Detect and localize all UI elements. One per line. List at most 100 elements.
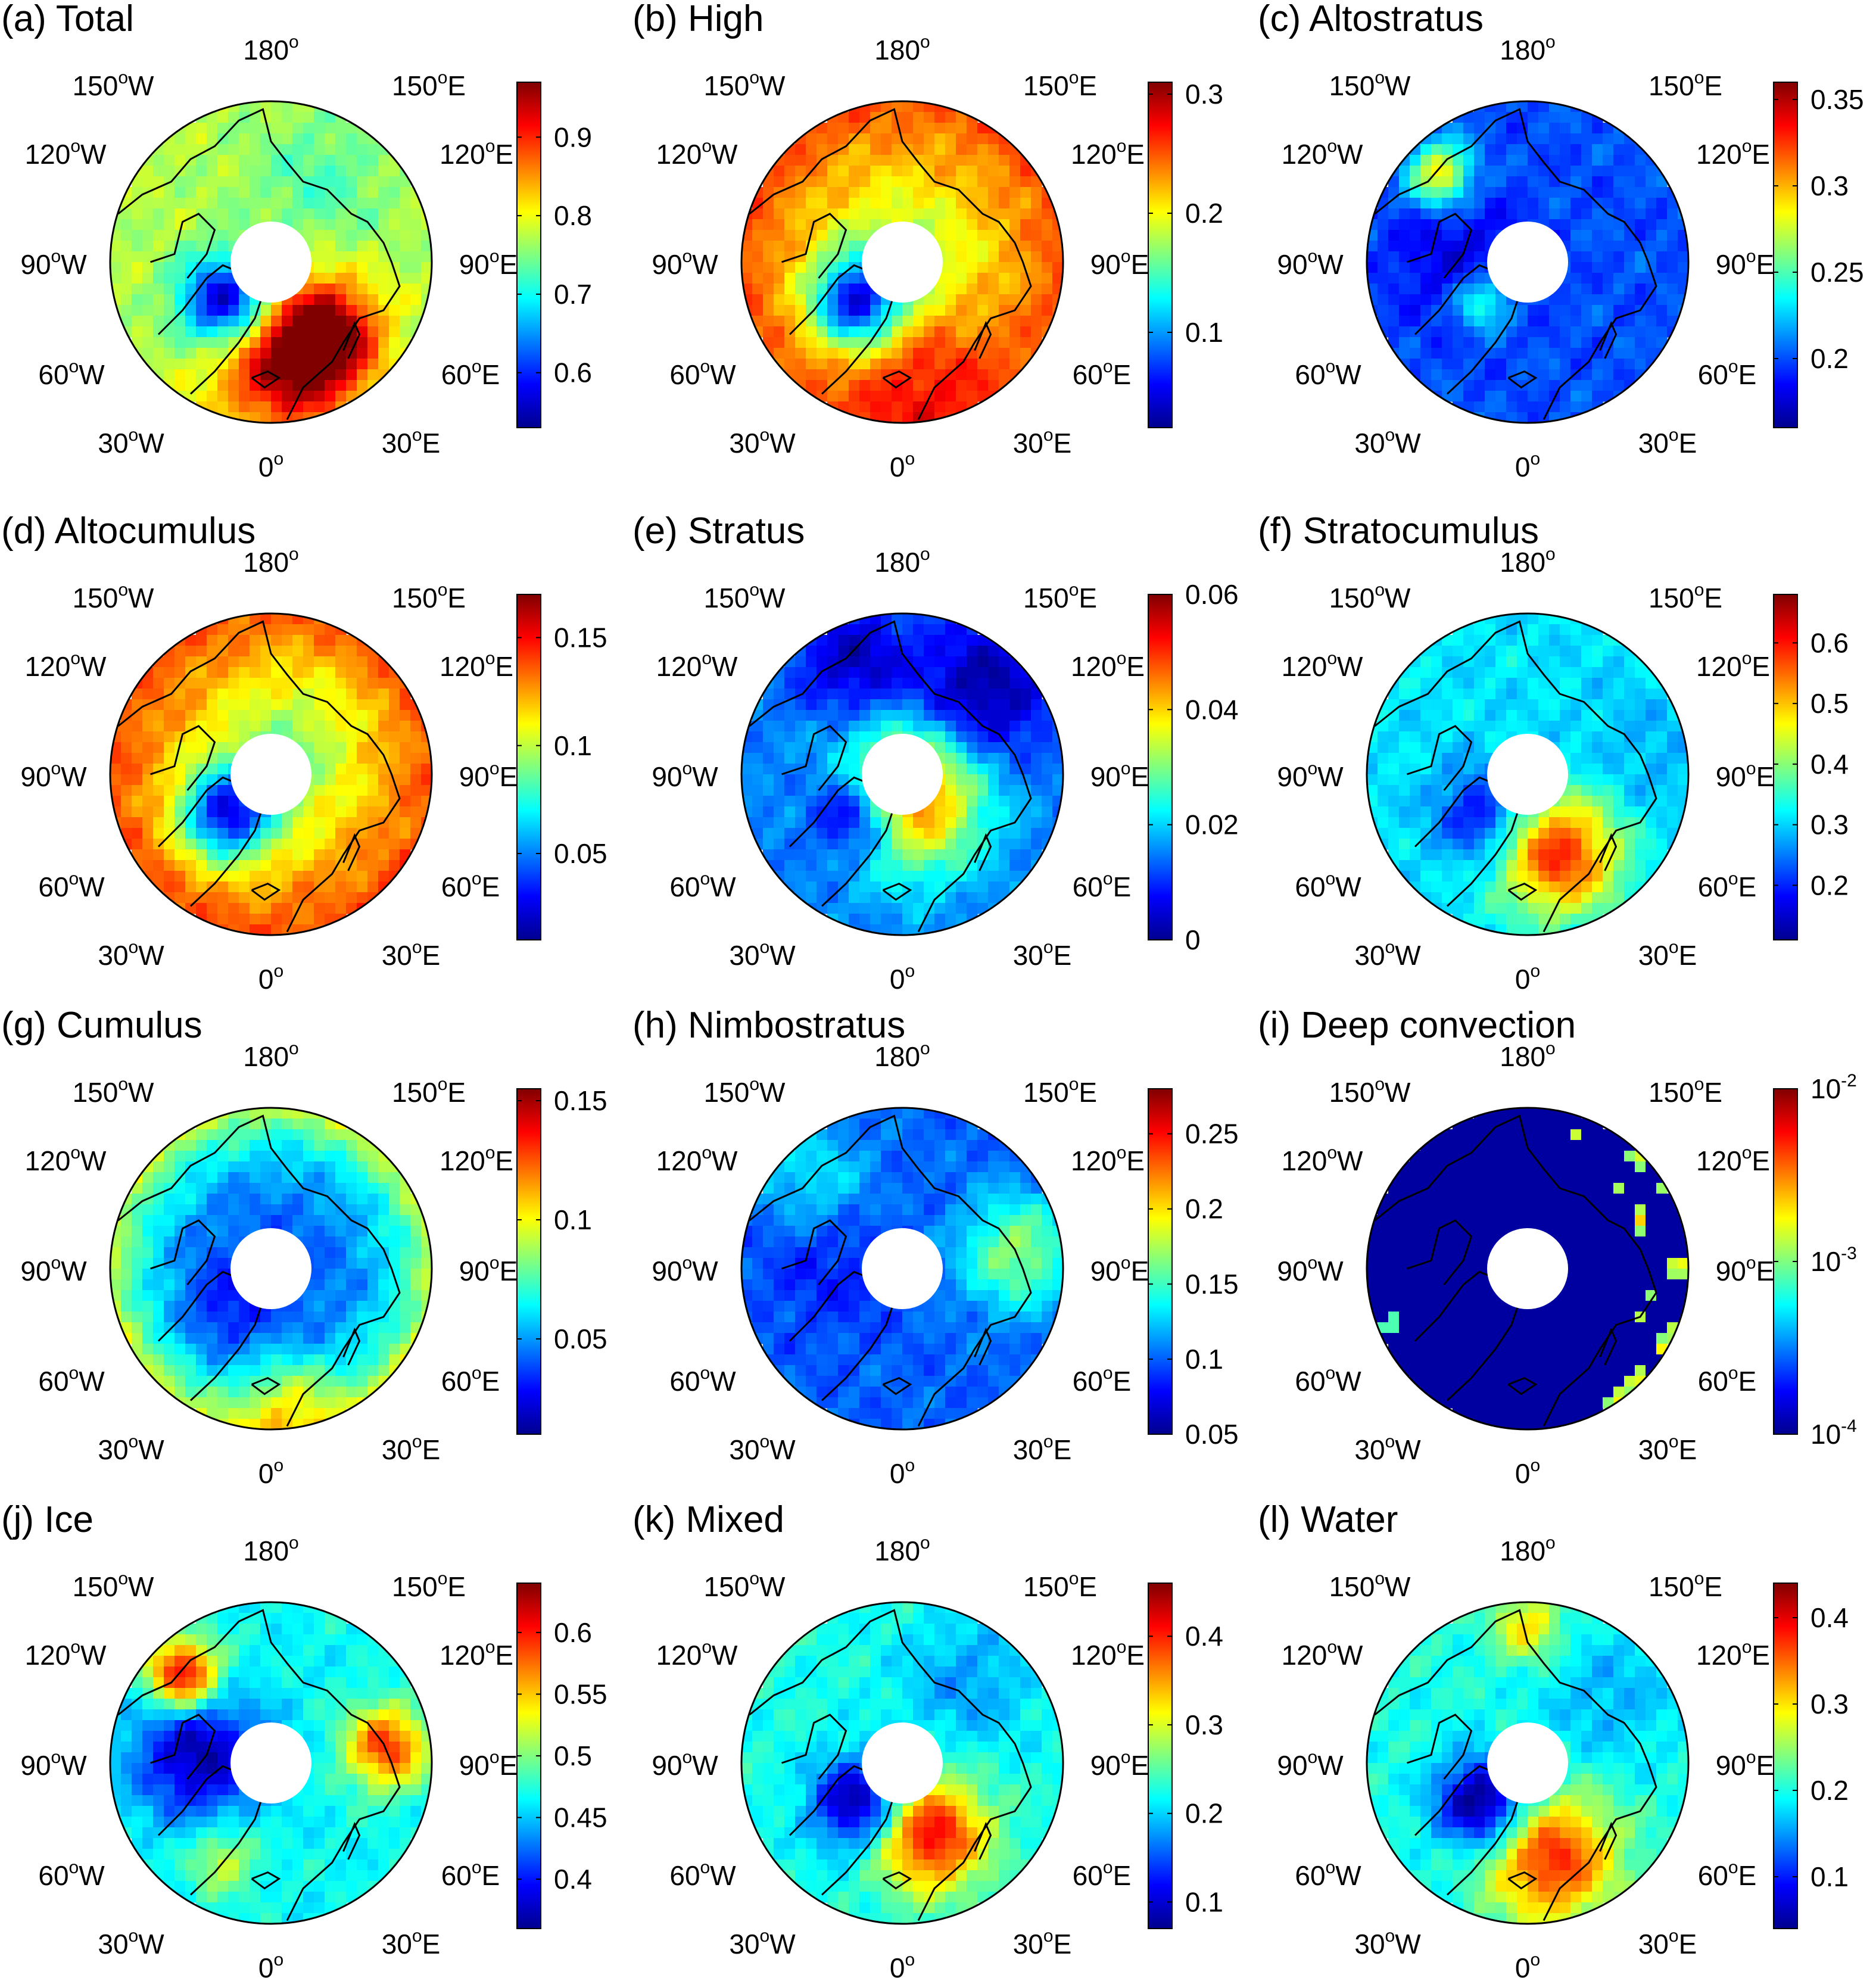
field-cell [1613, 860, 1625, 871]
field-cell [1378, 284, 1389, 295]
field-cell [999, 369, 1010, 381]
field-cell [1667, 764, 1678, 775]
field-cell [1388, 817, 1400, 828]
field-cell [410, 1215, 422, 1226]
field-cell [142, 241, 154, 252]
field-cell [1592, 646, 1603, 657]
field-cell [217, 689, 229, 700]
field-cell [1431, 721, 1442, 732]
field-cell [881, 871, 892, 882]
field-cell [977, 133, 989, 145]
longitude-label: 150oW [1329, 68, 1411, 101]
field-cell [239, 166, 250, 177]
field-cell [357, 144, 368, 155]
field-cell [1613, 284, 1625, 295]
field-cell [335, 1183, 347, 1194]
field-cell [924, 817, 935, 828]
field-cell [1592, 187, 1603, 198]
field-cell [999, 262, 1010, 273]
field-cell [1581, 785, 1593, 796]
field-cell [827, 337, 839, 348]
field-cell [325, 284, 336, 295]
field-cell [142, 710, 154, 721]
field-cell [892, 369, 903, 381]
field-cell [346, 251, 357, 263]
field-cell [1592, 881, 1603, 893]
field-cell [378, 1161, 389, 1173]
field-cell [774, 241, 785, 252]
field-cell [1549, 380, 1560, 391]
colorbar [1773, 594, 1798, 940]
field-cell [988, 155, 999, 166]
field-cell [1656, 326, 1668, 338]
field-cell [1517, 924, 1528, 935]
field-cell [153, 273, 164, 284]
field-cell [292, 1183, 304, 1194]
field-cell [1453, 187, 1464, 198]
field-cell [1485, 176, 1496, 188]
field-cell [1646, 348, 1657, 359]
field-cell [859, 391, 871, 402]
field-cell [314, 667, 325, 678]
field-cell [934, 656, 946, 668]
field-cell [913, 401, 924, 413]
field-cell [239, 133, 250, 145]
field-cell [185, 380, 197, 391]
field-cell [1410, 176, 1421, 188]
field-cell [1453, 849, 1464, 861]
field-cell [1378, 731, 1389, 743]
field-cell [217, 796, 229, 807]
field-cell [239, 294, 250, 306]
field-cell [1378, 774, 1389, 786]
field-cell [838, 187, 849, 198]
field-cell [250, 1151, 261, 1162]
field-cell [142, 1215, 154, 1226]
field-cell [367, 1215, 379, 1226]
field-cell [1560, 721, 1571, 732]
field-cell [1506, 613, 1517, 625]
field-cell [228, 892, 239, 904]
field-cell [314, 294, 325, 306]
field-cell [1517, 326, 1528, 338]
field-cell [185, 144, 197, 155]
field-cell [827, 348, 839, 359]
field-cell [378, 359, 389, 370]
field-cell [303, 284, 314, 295]
field-cell [1506, 678, 1517, 689]
field-cell [1624, 262, 1635, 273]
field-cell [346, 1183, 357, 1194]
field-cell [1474, 198, 1485, 209]
field-cell [346, 881, 357, 893]
field-cell [956, 166, 967, 177]
longitude-label: 150oW [73, 580, 154, 613]
field-cell [314, 699, 325, 711]
field-cell [806, 133, 817, 145]
field-cell [196, 1161, 207, 1173]
field-cell [1613, 774, 1625, 786]
field-cell [239, 817, 250, 828]
field-cell [335, 635, 347, 646]
field-cell [1635, 316, 1646, 327]
field-cell [335, 187, 347, 198]
field-cell [325, 892, 336, 904]
field-cell [924, 839, 935, 850]
field-cell [1442, 656, 1453, 668]
field-cell [303, 1204, 314, 1216]
field-cell [196, 359, 207, 370]
field-cell [1474, 774, 1485, 786]
field-cell [1495, 316, 1507, 327]
field-cell [1656, 316, 1668, 327]
field-cell [859, 624, 871, 636]
field-cell [1410, 187, 1421, 198]
field-cell [1613, 294, 1625, 306]
field-cell [282, 348, 293, 359]
field-cell [153, 656, 164, 668]
field-cell [367, 1151, 379, 1162]
field-cell [784, 785, 796, 796]
field-cell [357, 1172, 368, 1183]
field-cell [303, 839, 314, 850]
field-cell [1431, 176, 1442, 188]
field-cell [1495, 892, 1507, 904]
field-cell [1420, 208, 1432, 220]
field-cell [335, 742, 347, 753]
